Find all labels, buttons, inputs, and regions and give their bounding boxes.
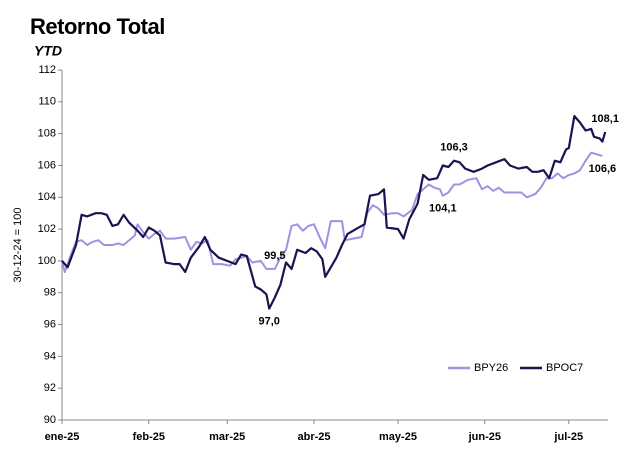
y-tick-label: 106 xyxy=(38,159,56,171)
y-tick-label: 90 xyxy=(44,414,56,426)
x-tick-label: feb-25 xyxy=(133,431,165,443)
y-tick-label: 100 xyxy=(38,255,56,267)
y-axis-label: 30-12-24 = 100 xyxy=(12,208,24,283)
x-tick-label: may-25 xyxy=(379,431,417,443)
series-line xyxy=(61,115,607,310)
x-tick-label: ene-25 xyxy=(45,431,80,443)
y-tick-label: 94 xyxy=(44,350,56,362)
x-tick-label: abr-25 xyxy=(297,431,330,443)
chart-title: Retorno Total xyxy=(30,14,165,39)
annotation: 106,3 xyxy=(440,142,468,154)
x-tick-label: jul-25 xyxy=(553,431,583,443)
y-tick-label: 102 xyxy=(38,223,56,235)
annotation: 97,0 xyxy=(258,316,279,328)
annotation: 99,5 xyxy=(264,250,285,262)
legend-label: BPOC7 xyxy=(546,362,583,374)
x-tick-label: mar-25 xyxy=(209,431,245,443)
annotation: 104,1 xyxy=(429,203,457,215)
y-tick-label: 92 xyxy=(44,382,56,394)
annotation: 108,1 xyxy=(591,113,619,125)
legend-label: BPY26 xyxy=(474,362,508,374)
y-tick-label: 96 xyxy=(44,318,56,330)
y-tick-label: 110 xyxy=(38,96,56,108)
y-tick-label: 108 xyxy=(38,128,56,140)
series-line xyxy=(61,151,603,273)
y-tick-label: 104 xyxy=(38,191,56,203)
y-tick-label: 112 xyxy=(38,64,56,76)
annotation: 106,6 xyxy=(589,163,617,175)
y-tick-label: 98 xyxy=(44,287,56,299)
chart-subtitle: YTD xyxy=(34,43,62,59)
x-tick-label: jun-25 xyxy=(468,431,501,443)
